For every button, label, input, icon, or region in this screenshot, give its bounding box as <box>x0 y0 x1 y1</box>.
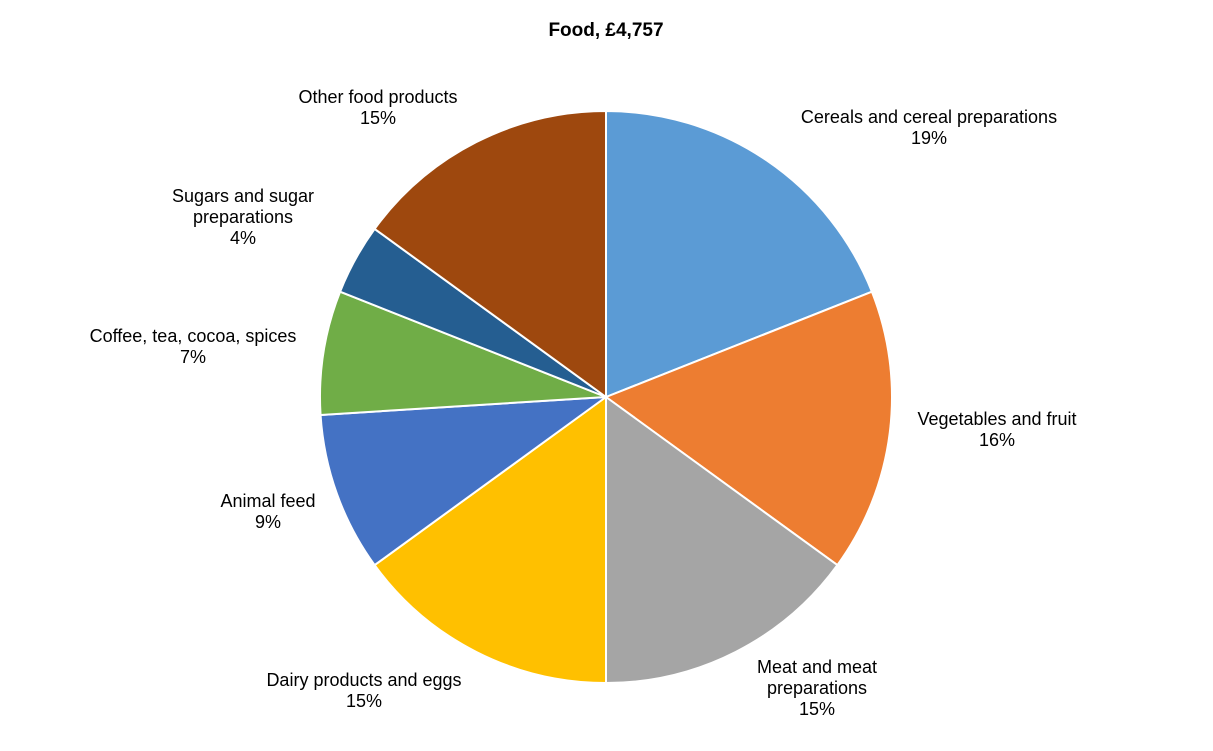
slice-value-label: 9% <box>255 512 281 532</box>
chart-title: Food, £4,757 <box>548 20 663 41</box>
pie-slice-1 <box>605 110 873 398</box>
slice-value-label: 15% <box>799 699 835 719</box>
slice-value-label: 4% <box>230 228 256 248</box>
pie-slice-5 <box>319 396 607 567</box>
slice-value-label: 7% <box>180 347 206 367</box>
slice-category-label: preparations <box>193 207 293 227</box>
pie-slices <box>319 110 893 684</box>
pie-labels: Cereals and cereal preparations 19% Vegeta… <box>90 87 1077 719</box>
slice-category-label: Cereals and cereal preparations <box>801 107 1057 127</box>
slice-label-5: Animal feed 9% <box>220 491 315 532</box>
pie-slice-2 <box>605 290 893 567</box>
slice-value-label: 16% <box>979 430 1015 450</box>
slice-category-label: Meat and meat <box>757 657 877 677</box>
slice-category-label: Vegetables and fruit <box>917 409 1076 429</box>
slice-label-4: Dairy products and eggs 15% <box>266 670 461 711</box>
slice-category-label: Animal feed <box>220 491 315 511</box>
slice-category-label: Other food products <box>298 87 457 107</box>
slice-label-6: Coffee, tea, cocoa, spices 7% <box>90 326 297 367</box>
slice-label-3: Meat and meat preparations 15% <box>757 657 877 719</box>
slice-label-2: Vegetables and fruit 16% <box>917 409 1076 450</box>
pie-slice-3 <box>605 396 839 684</box>
slice-label-8: Other food products 15% <box>298 87 457 128</box>
slice-value-label: 15% <box>360 108 396 128</box>
slice-category-label: Coffee, tea, cocoa, spices <box>90 326 297 346</box>
pie-slice-4 <box>373 396 607 684</box>
pie-slice-6 <box>319 290 607 416</box>
slice-category-label: Sugars and sugar <box>172 186 314 206</box>
slice-value-label: 15% <box>346 691 382 711</box>
pie-slice-8 <box>373 110 607 398</box>
slice-label-7: Sugars and sugar preparations 4% <box>172 186 314 248</box>
slice-category-label: preparations <box>767 678 867 698</box>
slice-category-label: Dairy products and eggs <box>266 670 461 690</box>
slice-value-label: 19% <box>911 128 947 148</box>
slice-label-1: Cereals and cereal preparations 19% <box>801 107 1057 148</box>
